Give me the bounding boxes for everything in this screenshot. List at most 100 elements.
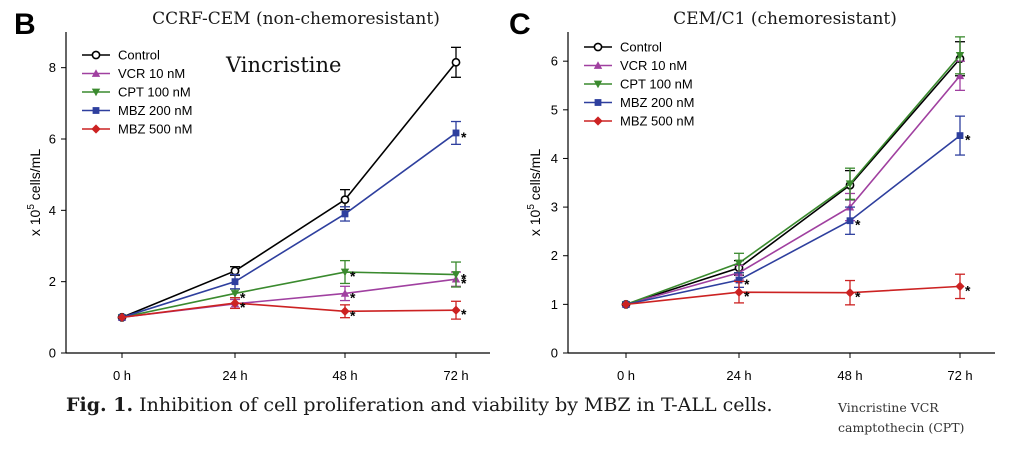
data-point xyxy=(956,132,964,139)
x-tick-label: 72 h xyxy=(947,368,972,383)
data-point xyxy=(451,305,461,315)
data-point xyxy=(340,195,350,205)
y-tick-label: 6 xyxy=(49,132,56,147)
legend-label: MBZ 500 nM xyxy=(118,122,192,137)
significance-mark: * xyxy=(350,268,356,284)
series-line xyxy=(121,271,457,319)
chart-title: CCRF-CEM (non-chemoresistant) xyxy=(152,9,440,29)
data-point xyxy=(734,259,744,268)
data-point xyxy=(955,281,965,291)
legend-label: Control xyxy=(620,40,662,55)
panel-label: B xyxy=(14,8,36,41)
y-tick-label: 3 xyxy=(551,200,558,215)
y-axis-label: x 105 cells/mL xyxy=(26,149,43,236)
series-line xyxy=(625,134,961,306)
legend-marker xyxy=(92,107,100,114)
data-point xyxy=(341,210,349,218)
data-point xyxy=(846,217,854,225)
x-tick-label: 72 h xyxy=(443,368,468,383)
legend-marker xyxy=(91,50,101,60)
series-line xyxy=(625,285,961,306)
legend-label: VCR 10 nM xyxy=(118,66,185,81)
significance-mark: * xyxy=(350,289,356,305)
y-axis-label-unit: cells/mL xyxy=(27,149,43,204)
data-point xyxy=(452,129,460,137)
significance-mark: * xyxy=(461,129,467,145)
series-mbz-200-nm: * * * xyxy=(622,115,971,308)
legend-entry: CPT 100 nM xyxy=(82,85,191,100)
data-point xyxy=(451,57,461,67)
y-tick-label: 5 xyxy=(551,102,558,117)
legend-label: Control xyxy=(118,48,160,63)
data-point xyxy=(231,278,239,286)
legend-entry: CPT 100 nM xyxy=(584,77,693,92)
y-axis-label-base: x 10 xyxy=(527,209,543,236)
data-point xyxy=(451,271,461,279)
significance-mark: * xyxy=(240,299,246,315)
panel-label: C xyxy=(509,8,531,41)
y-axis-label-unit: cells/mL xyxy=(527,149,543,204)
significance-mark: * xyxy=(965,282,971,298)
legend-entry: Control xyxy=(82,48,160,63)
legend-label: CPT 100 nM xyxy=(620,77,693,92)
series-vcr-10-nm: ** xyxy=(117,271,467,321)
data-point xyxy=(340,306,350,316)
y-tick-label: 0 xyxy=(551,346,558,361)
series-line xyxy=(121,61,457,319)
x-tick-label: 24 h xyxy=(726,368,751,383)
chart-title: CEM/C1 (chemoresistant) xyxy=(673,9,897,29)
caption-text: Inhibition of cell proliferation and via… xyxy=(139,394,773,416)
series-cpt-100-nm: ** * xyxy=(117,259,467,322)
significance-mark: * xyxy=(744,276,750,292)
y-tick-label: 0 xyxy=(49,346,56,361)
y-tick-label: 6 xyxy=(551,54,558,69)
legend-entry: VCR 10 nM xyxy=(82,66,185,81)
significance-mark: * xyxy=(855,217,861,233)
x-tick-label: 0 h xyxy=(113,368,131,383)
significance-mark: * xyxy=(240,289,246,305)
legend-entry: Control xyxy=(584,40,662,55)
series-line xyxy=(625,54,961,306)
series-mbz-500-nm: * * * xyxy=(117,297,467,323)
legend-label: VCR 10 nM xyxy=(620,58,687,73)
significance-mark: * xyxy=(461,271,467,287)
series-mbz-200-nm: * xyxy=(118,120,467,321)
significance-mark: * xyxy=(461,275,467,291)
caption-lead: Fig. 1. xyxy=(66,394,134,416)
abbreviation-line-2: camptothecin (CPT) xyxy=(838,420,965,435)
abbreviation-notes: Vincristine VCR camptothecin (CPT) xyxy=(838,398,964,438)
legend-marker xyxy=(593,116,603,126)
series-line xyxy=(121,132,457,319)
data-point xyxy=(230,290,240,298)
data-point xyxy=(230,266,240,276)
legend-entry: MBZ 500 nM xyxy=(82,122,192,137)
legend-marker xyxy=(593,80,603,89)
legend-label: CPT 100 nM xyxy=(118,85,191,100)
x-tick-label: 48 h xyxy=(332,368,357,383)
x-tick-label: 48 h xyxy=(837,368,862,383)
x-tick-label: 24 h xyxy=(222,368,247,383)
significance-mark: * xyxy=(855,289,861,305)
data-point xyxy=(230,298,240,308)
y-tick-label: 1 xyxy=(551,297,558,312)
y-tick-label: 2 xyxy=(551,248,558,263)
legend-marker xyxy=(91,69,101,77)
data-point xyxy=(845,288,855,298)
data-point xyxy=(735,276,743,284)
data-point xyxy=(117,312,127,322)
data-point xyxy=(621,299,631,309)
x-tick-label: 0 h xyxy=(617,368,635,383)
y-axis-label: x 105 cells/mL xyxy=(526,149,543,236)
y-axis-label-exponent: 5 xyxy=(26,204,37,210)
legend-entry: MBZ 200 nM xyxy=(584,95,694,110)
legend-label: MBZ 200 nM xyxy=(118,103,192,118)
legend-entry: VCR 10 nM xyxy=(584,58,687,73)
y-axis-label-exponent: 5 xyxy=(526,204,537,210)
legend-marker xyxy=(594,99,602,106)
legend-marker xyxy=(91,124,101,134)
y-tick-label: 8 xyxy=(49,60,56,75)
chart-annotation: Vincristine xyxy=(225,53,341,77)
data-point xyxy=(340,289,350,297)
